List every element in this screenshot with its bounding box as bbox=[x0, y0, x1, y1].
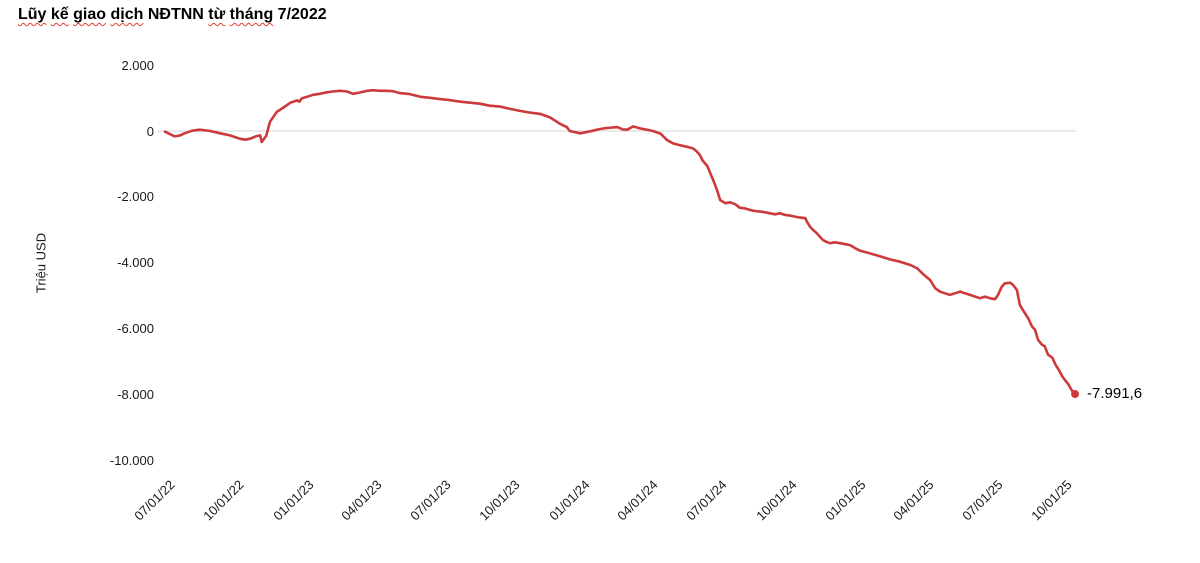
y-tick-label: -2.000 bbox=[117, 189, 154, 205]
title-word: NĐTNN bbox=[147, 6, 204, 23]
chart-title: Lũy kế giao dịch NĐTNN từ tháng 7/2022 bbox=[18, 6, 327, 24]
title-word: 7/2022 bbox=[277, 6, 327, 23]
y-tick-label: -6.000 bbox=[117, 320, 154, 336]
y-tick-label: 0 bbox=[146, 123, 154, 139]
title-word-misspelled: dịch bbox=[110, 6, 144, 23]
title-word-misspelled: tháng bbox=[229, 6, 274, 23]
title-word-misspelled: kế bbox=[50, 6, 69, 23]
series-line bbox=[163, 88, 1077, 396]
y-tick-label: -10.000 bbox=[109, 452, 154, 468]
y-tick-label: -8.000 bbox=[117, 386, 154, 402]
end-point-marker bbox=[1071, 390, 1080, 399]
y-tick-label: 2.000 bbox=[121, 57, 154, 73]
title-word-misspelled: từ bbox=[208, 6, 226, 23]
end-value-label: -7.991,6 bbox=[1087, 385, 1143, 403]
title-word-misspelled: Lũy bbox=[18, 6, 47, 23]
title-word-misspelled: giao bbox=[73, 6, 107, 23]
y-tick-label: -4.000 bbox=[117, 255, 154, 271]
